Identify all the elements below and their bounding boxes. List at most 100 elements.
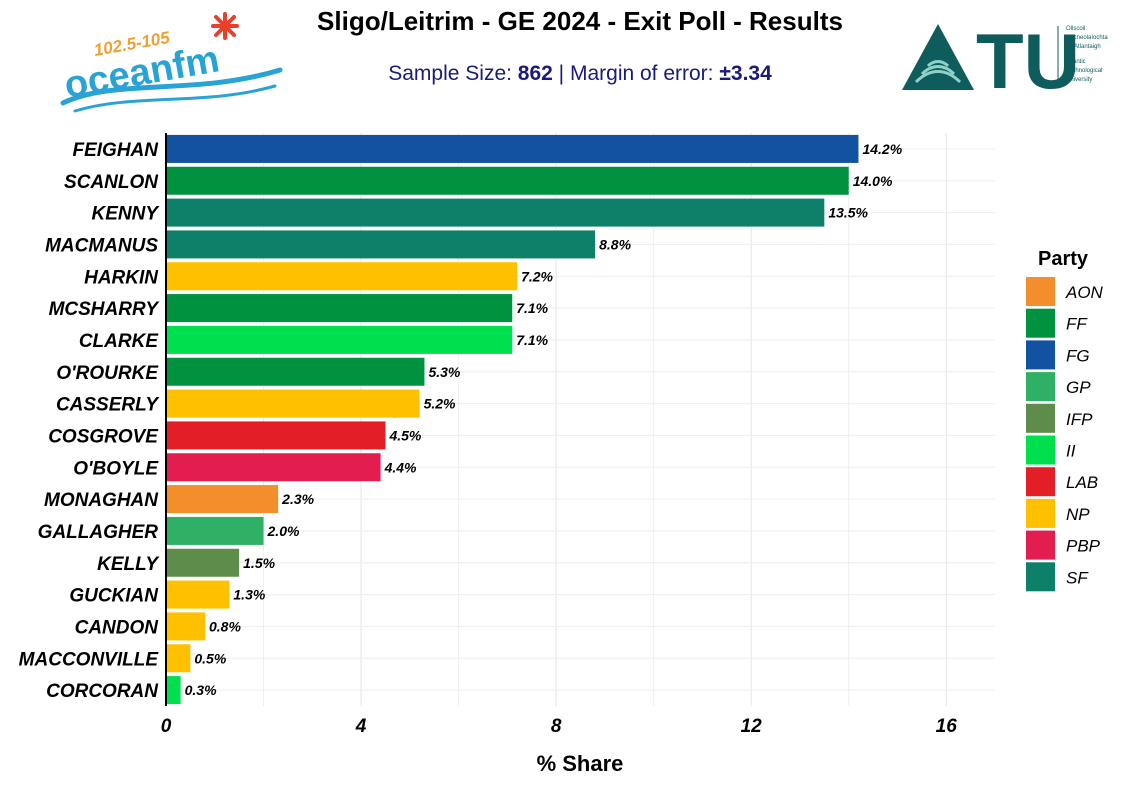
subtitle-sample-prefix: Sample Size: [388, 62, 518, 85]
bar-value-label: 14.2% [862, 141, 902, 157]
legend-label: AON [1065, 283, 1104, 302]
bar-value-label: 4.4% [384, 459, 417, 475]
bar [166, 389, 420, 418]
bar-series: 14.2% FEIGHAN 14.0% SCANLON 13.5% KENNY 8.8% MA… [19, 134, 903, 705]
bar [166, 262, 518, 291]
category-label: O'BOYLE [73, 458, 159, 479]
bar-value-label: 7.2% [521, 268, 553, 284]
legend-label: FG [1066, 346, 1090, 365]
chart-legend: Party AON FF FG GP IFP II LAB NP PBP SF [1026, 248, 1104, 592]
bar [166, 644, 191, 673]
category-label: CORCORAN [46, 681, 159, 702]
category-label: HARKIN [84, 267, 159, 288]
category-label: MACMANUS [45, 235, 158, 256]
legend-title: Party [1038, 248, 1089, 270]
legend-label: II [1066, 442, 1076, 461]
legend-swatch [1026, 308, 1055, 338]
legend-label: IFP [1066, 410, 1093, 429]
bar-value-label: 8.8% [599, 236, 631, 252]
category-label: COSGROVE [48, 426, 159, 447]
atu-name-line: Ollscoil [1066, 26, 1085, 32]
bar [166, 580, 230, 609]
bar [166, 612, 206, 641]
category-label: MCSHARRY [49, 299, 161, 320]
margin-of-error-value: ±3.34 [719, 62, 772, 85]
ocean-fm-star-icon [211, 12, 239, 40]
atu-name-line: an Atlantaigh [1066, 44, 1101, 50]
legend-label: GP [1066, 378, 1091, 397]
x-tick-label: 12 [741, 716, 763, 737]
x-tick-label: 0 [161, 716, 172, 737]
x-tick-label: 4 [355, 716, 367, 737]
bar-value-label: 7.1% [516, 332, 548, 348]
bar-value-label: 1.5% [243, 555, 275, 571]
atu-name-line: University [1066, 77, 1092, 83]
atu-wordmark: TU [976, 20, 1080, 95]
x-tick-label: 8 [551, 716, 562, 737]
bar [166, 516, 264, 545]
category-label: GALLAGHER [38, 522, 159, 543]
atu-university-name: Ollscoil Teicneolaíochta an Atlantaigh Atla… [1066, 26, 1108, 83]
bar-value-label: 4.5% [388, 427, 421, 443]
legend-label: NP [1066, 505, 1090, 524]
chart-subtitle: Sample Size: 862 | Margin of error: ±3.3… [180, 62, 980, 86]
category-label: CASSERLY [56, 395, 160, 416]
x-axis-title: % Share [537, 751, 624, 776]
x-tick-label: 16 [936, 716, 958, 737]
atu-name-line: Technological [1066, 68, 1102, 74]
atu-name-line: Atlantic [1066, 59, 1086, 65]
sample-size-value: 862 [517, 62, 553, 85]
legend-swatch [1026, 372, 1055, 402]
legend-label: PBP [1066, 537, 1101, 556]
legend-label: FF [1066, 315, 1088, 334]
ocean-fm-logo: 102.5-105 oceanfm [60, 12, 283, 113]
category-label: MONAGHAN [44, 490, 159, 511]
bar-value-label: 2.3% [281, 491, 314, 507]
legend-swatch [1026, 340, 1055, 370]
bar-value-label: 7.1% [516, 300, 548, 316]
legend-swatch [1026, 435, 1055, 465]
chart-title: Sligo/Leitrim - GE 2024 - Exit Poll - Re… [317, 6, 843, 36]
legend-swatch [1026, 403, 1055, 433]
bar [166, 294, 513, 323]
bar [166, 548, 240, 577]
bar [166, 453, 381, 482]
bar-value-label: 2.0% [267, 523, 300, 539]
legend-label: SF [1066, 568, 1089, 587]
atu-logo: TU Ollscoil Teicneolaíochta an Atlantaigh A… [902, 20, 1108, 95]
bar-value-label: 5.2% [424, 396, 456, 412]
legend-swatch [1026, 530, 1055, 560]
category-label: GUCKIAN [69, 586, 159, 607]
subtitle-margin-prefix: | Margin of error: [552, 62, 720, 85]
bar-value-label: 1.3% [233, 587, 265, 603]
bar-value-label: 0.5% [194, 650, 226, 666]
chart-axes: 0 4 8 12 16 % Share [161, 133, 958, 776]
bar [166, 357, 425, 386]
legend-swatch [1026, 498, 1055, 528]
category-label: SCANLON [64, 172, 159, 193]
bar-value-label: 13.5% [828, 205, 868, 221]
bar [166, 485, 279, 514]
category-label: CANDON [75, 617, 160, 638]
legend-swatch [1026, 562, 1055, 592]
bar-value-label: 14.0% [853, 173, 893, 189]
bar [166, 198, 825, 227]
bar [166, 325, 513, 354]
bar-value-label: 5.3% [428, 364, 460, 380]
category-label: FEIGHAN [73, 140, 160, 161]
category-label: CLARKE [79, 331, 159, 352]
category-label: O'ROURKE [56, 363, 159, 384]
bar [166, 421, 386, 450]
legend-swatch [1026, 277, 1055, 306]
bar [166, 230, 596, 259]
bar-value-label: 0.3% [185, 682, 217, 698]
bar-value-label: 0.8% [209, 618, 241, 634]
legend-label: LAB [1066, 473, 1098, 492]
bar [166, 676, 181, 705]
legend-swatch [1026, 467, 1055, 497]
atu-name-line: Teicneolaíochta [1066, 35, 1108, 41]
bar [166, 134, 859, 163]
category-label: KENNY [91, 204, 160, 225]
bar [166, 166, 849, 195]
